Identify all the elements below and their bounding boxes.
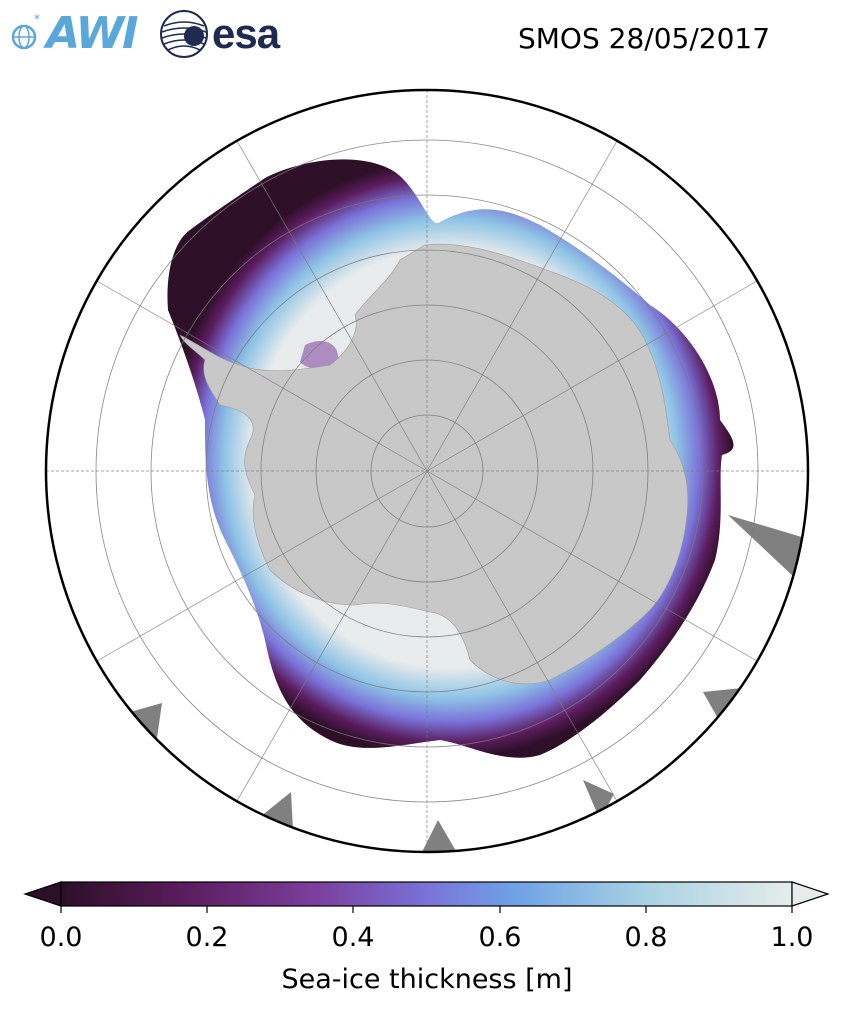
map-boundary bbox=[44, 88, 810, 854]
missing-data bbox=[130, 515, 805, 852]
colorbar-tick-label: 0.0 bbox=[39, 922, 83, 953]
colorbar-ticks bbox=[60, 906, 793, 913]
colorbar-tick-label: 0.8 bbox=[624, 922, 668, 953]
esa-logo: esa bbox=[158, 8, 280, 60]
globe-icon: * bbox=[11, 13, 40, 49]
meridians bbox=[46, 90, 808, 852]
colorbar-max-extend bbox=[791, 881, 830, 907]
colorbar-tick-label: 1.0 bbox=[770, 922, 814, 953]
colorbar-tick-label: 0.2 bbox=[185, 922, 229, 953]
polar-map bbox=[44, 88, 810, 854]
svg-text:*: * bbox=[34, 13, 40, 26]
colorbar-label: Sea-ice thickness [m] bbox=[281, 964, 573, 995]
colorbar bbox=[23, 881, 830, 913]
awi-logo-text: AWI bbox=[46, 8, 139, 59]
colorbar-tick-label: 0.4 bbox=[331, 922, 375, 953]
esa-logo-text: esa bbox=[212, 10, 280, 57]
awi-logo: * AWI bbox=[8, 8, 139, 59]
colorbar-min-extend bbox=[23, 881, 62, 907]
antarctica-land bbox=[179, 243, 689, 685]
map-title: SMOS 28/05/2017 bbox=[518, 22, 771, 55]
colorbar-gradient bbox=[60, 881, 793, 907]
colorbar-tick-label: 0.6 bbox=[478, 922, 522, 953]
esa-emblem-icon bbox=[160, 10, 208, 58]
thin-ice-patch bbox=[300, 340, 339, 370]
